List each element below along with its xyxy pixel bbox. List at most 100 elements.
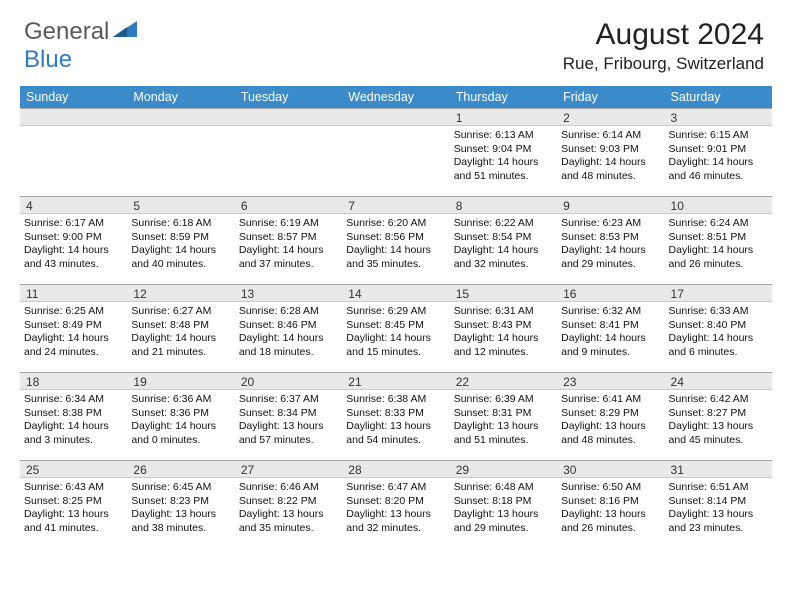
day-number-bar: 20 bbox=[235, 372, 342, 390]
cell-content: Sunrise: 6:43 AMSunset: 8:25 PMDaylight:… bbox=[20, 478, 127, 539]
calendar-cell: 17Sunrise: 6:33 AMSunset: 8:40 PMDayligh… bbox=[665, 284, 772, 372]
calendar-week-row: 18Sunrise: 6:34 AMSunset: 8:38 PMDayligh… bbox=[20, 372, 772, 460]
logo-blue-row: Blue bbox=[24, 46, 72, 74]
day-number-bar: 10 bbox=[665, 196, 772, 214]
calendar-cell: 7Sunrise: 6:20 AMSunset: 8:56 PMDaylight… bbox=[342, 196, 449, 284]
cell-content: Sunrise: 6:28 AMSunset: 8:46 PMDaylight:… bbox=[235, 302, 342, 363]
day-number-bar: 26 bbox=[127, 460, 234, 478]
sunrise-text: Sunrise: 6:42 AM bbox=[669, 393, 768, 407]
cell-content: Sunrise: 6:15 AMSunset: 9:01 PMDaylight:… bbox=[665, 126, 772, 187]
day-number-bar: 7 bbox=[342, 196, 449, 214]
cell-content: Sunrise: 6:25 AMSunset: 8:49 PMDaylight:… bbox=[20, 302, 127, 363]
sunrise-text: Sunrise: 6:43 AM bbox=[24, 481, 123, 495]
calendar-cell: 15Sunrise: 6:31 AMSunset: 8:43 PMDayligh… bbox=[450, 284, 557, 372]
sunset-text: Sunset: 8:34 PM bbox=[239, 407, 338, 421]
cell-content: Sunrise: 6:14 AMSunset: 9:03 PMDaylight:… bbox=[557, 126, 664, 187]
daylight-text: Daylight: 14 hours and 40 minutes. bbox=[131, 244, 230, 271]
cell-content: Sunrise: 6:46 AMSunset: 8:22 PMDaylight:… bbox=[235, 478, 342, 539]
cell-content: Sunrise: 6:31 AMSunset: 8:43 PMDaylight:… bbox=[450, 302, 557, 363]
sunset-text: Sunset: 8:18 PM bbox=[454, 495, 553, 509]
sunrise-text: Sunrise: 6:31 AM bbox=[454, 305, 553, 319]
day-number-bar: 1 bbox=[450, 108, 557, 126]
calendar-body: 1Sunrise: 6:13 AMSunset: 9:04 PMDaylight… bbox=[20, 108, 772, 548]
calendar-cell: 26Sunrise: 6:45 AMSunset: 8:23 PMDayligh… bbox=[127, 460, 234, 548]
title-block: August 2024 Rue, Fribourg, Switzerland bbox=[563, 18, 764, 74]
daylight-text: Daylight: 14 hours and 24 minutes. bbox=[24, 332, 123, 359]
calendar-cell: 14Sunrise: 6:29 AMSunset: 8:45 PMDayligh… bbox=[342, 284, 449, 372]
day-number-bar bbox=[235, 108, 342, 126]
sunset-text: Sunset: 9:04 PM bbox=[454, 143, 553, 157]
cell-content: Sunrise: 6:29 AMSunset: 8:45 PMDaylight:… bbox=[342, 302, 449, 363]
cell-content: Sunrise: 6:20 AMSunset: 8:56 PMDaylight:… bbox=[342, 214, 449, 275]
sunrise-text: Sunrise: 6:18 AM bbox=[131, 217, 230, 231]
sunrise-text: Sunrise: 6:25 AM bbox=[24, 305, 123, 319]
daylight-text: Daylight: 14 hours and 18 minutes. bbox=[239, 332, 338, 359]
calendar-cell: 11Sunrise: 6:25 AMSunset: 8:49 PMDayligh… bbox=[20, 284, 127, 372]
cell-content: Sunrise: 6:38 AMSunset: 8:33 PMDaylight:… bbox=[342, 390, 449, 451]
sunset-text: Sunset: 8:51 PM bbox=[669, 231, 768, 245]
weekday-header: Saturday bbox=[665, 86, 772, 108]
calendar-cell: 19Sunrise: 6:36 AMSunset: 8:36 PMDayligh… bbox=[127, 372, 234, 460]
daylight-text: Daylight: 13 hours and 48 minutes. bbox=[561, 420, 660, 447]
calendar-cell: 10Sunrise: 6:24 AMSunset: 8:51 PMDayligh… bbox=[665, 196, 772, 284]
daylight-text: Daylight: 13 hours and 45 minutes. bbox=[669, 420, 768, 447]
calendar-cell: 13Sunrise: 6:28 AMSunset: 8:46 PMDayligh… bbox=[235, 284, 342, 372]
sunset-text: Sunset: 8:46 PM bbox=[239, 319, 338, 333]
daylight-text: Daylight: 13 hours and 41 minutes. bbox=[24, 508, 123, 535]
sunset-text: Sunset: 8:53 PM bbox=[561, 231, 660, 245]
calendar-cell: 24Sunrise: 6:42 AMSunset: 8:27 PMDayligh… bbox=[665, 372, 772, 460]
sunrise-text: Sunrise: 6:46 AM bbox=[239, 481, 338, 495]
sunrise-text: Sunrise: 6:32 AM bbox=[561, 305, 660, 319]
calendar-cell: 25Sunrise: 6:43 AMSunset: 8:25 PMDayligh… bbox=[20, 460, 127, 548]
day-number-bar: 5 bbox=[127, 196, 234, 214]
day-number-bar: 22 bbox=[450, 372, 557, 390]
location: Rue, Fribourg, Switzerland bbox=[563, 54, 764, 74]
cell-content: Sunrise: 6:47 AMSunset: 8:20 PMDaylight:… bbox=[342, 478, 449, 539]
sunset-text: Sunset: 8:41 PM bbox=[561, 319, 660, 333]
weekday-header: Monday bbox=[127, 86, 234, 108]
sunset-text: Sunset: 8:20 PM bbox=[346, 495, 445, 509]
calendar-cell bbox=[235, 108, 342, 196]
daylight-text: Daylight: 14 hours and 35 minutes. bbox=[346, 244, 445, 271]
day-number-bar: 24 bbox=[665, 372, 772, 390]
cell-content: Sunrise: 6:34 AMSunset: 8:38 PMDaylight:… bbox=[20, 390, 127, 451]
sunset-text: Sunset: 8:33 PM bbox=[346, 407, 445, 421]
daylight-text: Daylight: 13 hours and 26 minutes. bbox=[561, 508, 660, 535]
calendar-cell: 5Sunrise: 6:18 AMSunset: 8:59 PMDaylight… bbox=[127, 196, 234, 284]
calendar-cell: 9Sunrise: 6:23 AMSunset: 8:53 PMDaylight… bbox=[557, 196, 664, 284]
sunrise-text: Sunrise: 6:36 AM bbox=[131, 393, 230, 407]
calendar-cell: 16Sunrise: 6:32 AMSunset: 8:41 PMDayligh… bbox=[557, 284, 664, 372]
daylight-text: Daylight: 13 hours and 35 minutes. bbox=[239, 508, 338, 535]
calendar-cell: 12Sunrise: 6:27 AMSunset: 8:48 PMDayligh… bbox=[127, 284, 234, 372]
sunrise-text: Sunrise: 6:48 AM bbox=[454, 481, 553, 495]
day-number-bar bbox=[20, 108, 127, 126]
daylight-text: Daylight: 14 hours and 6 minutes. bbox=[669, 332, 768, 359]
daylight-text: Daylight: 14 hours and 15 minutes. bbox=[346, 332, 445, 359]
daylight-text: Daylight: 14 hours and 29 minutes. bbox=[561, 244, 660, 271]
day-number-bar: 13 bbox=[235, 284, 342, 302]
calendar-week-row: 1Sunrise: 6:13 AMSunset: 9:04 PMDaylight… bbox=[20, 108, 772, 196]
weekday-header: Thursday bbox=[450, 86, 557, 108]
calendar-cell: 23Sunrise: 6:41 AMSunset: 8:29 PMDayligh… bbox=[557, 372, 664, 460]
sunrise-text: Sunrise: 6:41 AM bbox=[561, 393, 660, 407]
cell-content: Sunrise: 6:32 AMSunset: 8:41 PMDaylight:… bbox=[557, 302, 664, 363]
sunrise-text: Sunrise: 6:23 AM bbox=[561, 217, 660, 231]
calendar-cell: 8Sunrise: 6:22 AMSunset: 8:54 PMDaylight… bbox=[450, 196, 557, 284]
day-number-bar: 9 bbox=[557, 196, 664, 214]
sunset-text: Sunset: 8:43 PM bbox=[454, 319, 553, 333]
cell-content: Sunrise: 6:39 AMSunset: 8:31 PMDaylight:… bbox=[450, 390, 557, 451]
sunset-text: Sunset: 9:03 PM bbox=[561, 143, 660, 157]
month-title: August 2024 bbox=[563, 18, 764, 52]
day-number-bar: 6 bbox=[235, 196, 342, 214]
cell-content: Sunrise: 6:23 AMSunset: 8:53 PMDaylight:… bbox=[557, 214, 664, 275]
calendar-cell: 2Sunrise: 6:14 AMSunset: 9:03 PMDaylight… bbox=[557, 108, 664, 196]
sunset-text: Sunset: 8:36 PM bbox=[131, 407, 230, 421]
logo: General bbox=[24, 18, 139, 46]
day-number-bar: 12 bbox=[127, 284, 234, 302]
sunrise-text: Sunrise: 6:20 AM bbox=[346, 217, 445, 231]
day-number-bar: 14 bbox=[342, 284, 449, 302]
cell-content: Sunrise: 6:22 AMSunset: 8:54 PMDaylight:… bbox=[450, 214, 557, 275]
sunrise-text: Sunrise: 6:28 AM bbox=[239, 305, 338, 319]
calendar-cell: 27Sunrise: 6:46 AMSunset: 8:22 PMDayligh… bbox=[235, 460, 342, 548]
daylight-text: Daylight: 14 hours and 9 minutes. bbox=[561, 332, 660, 359]
